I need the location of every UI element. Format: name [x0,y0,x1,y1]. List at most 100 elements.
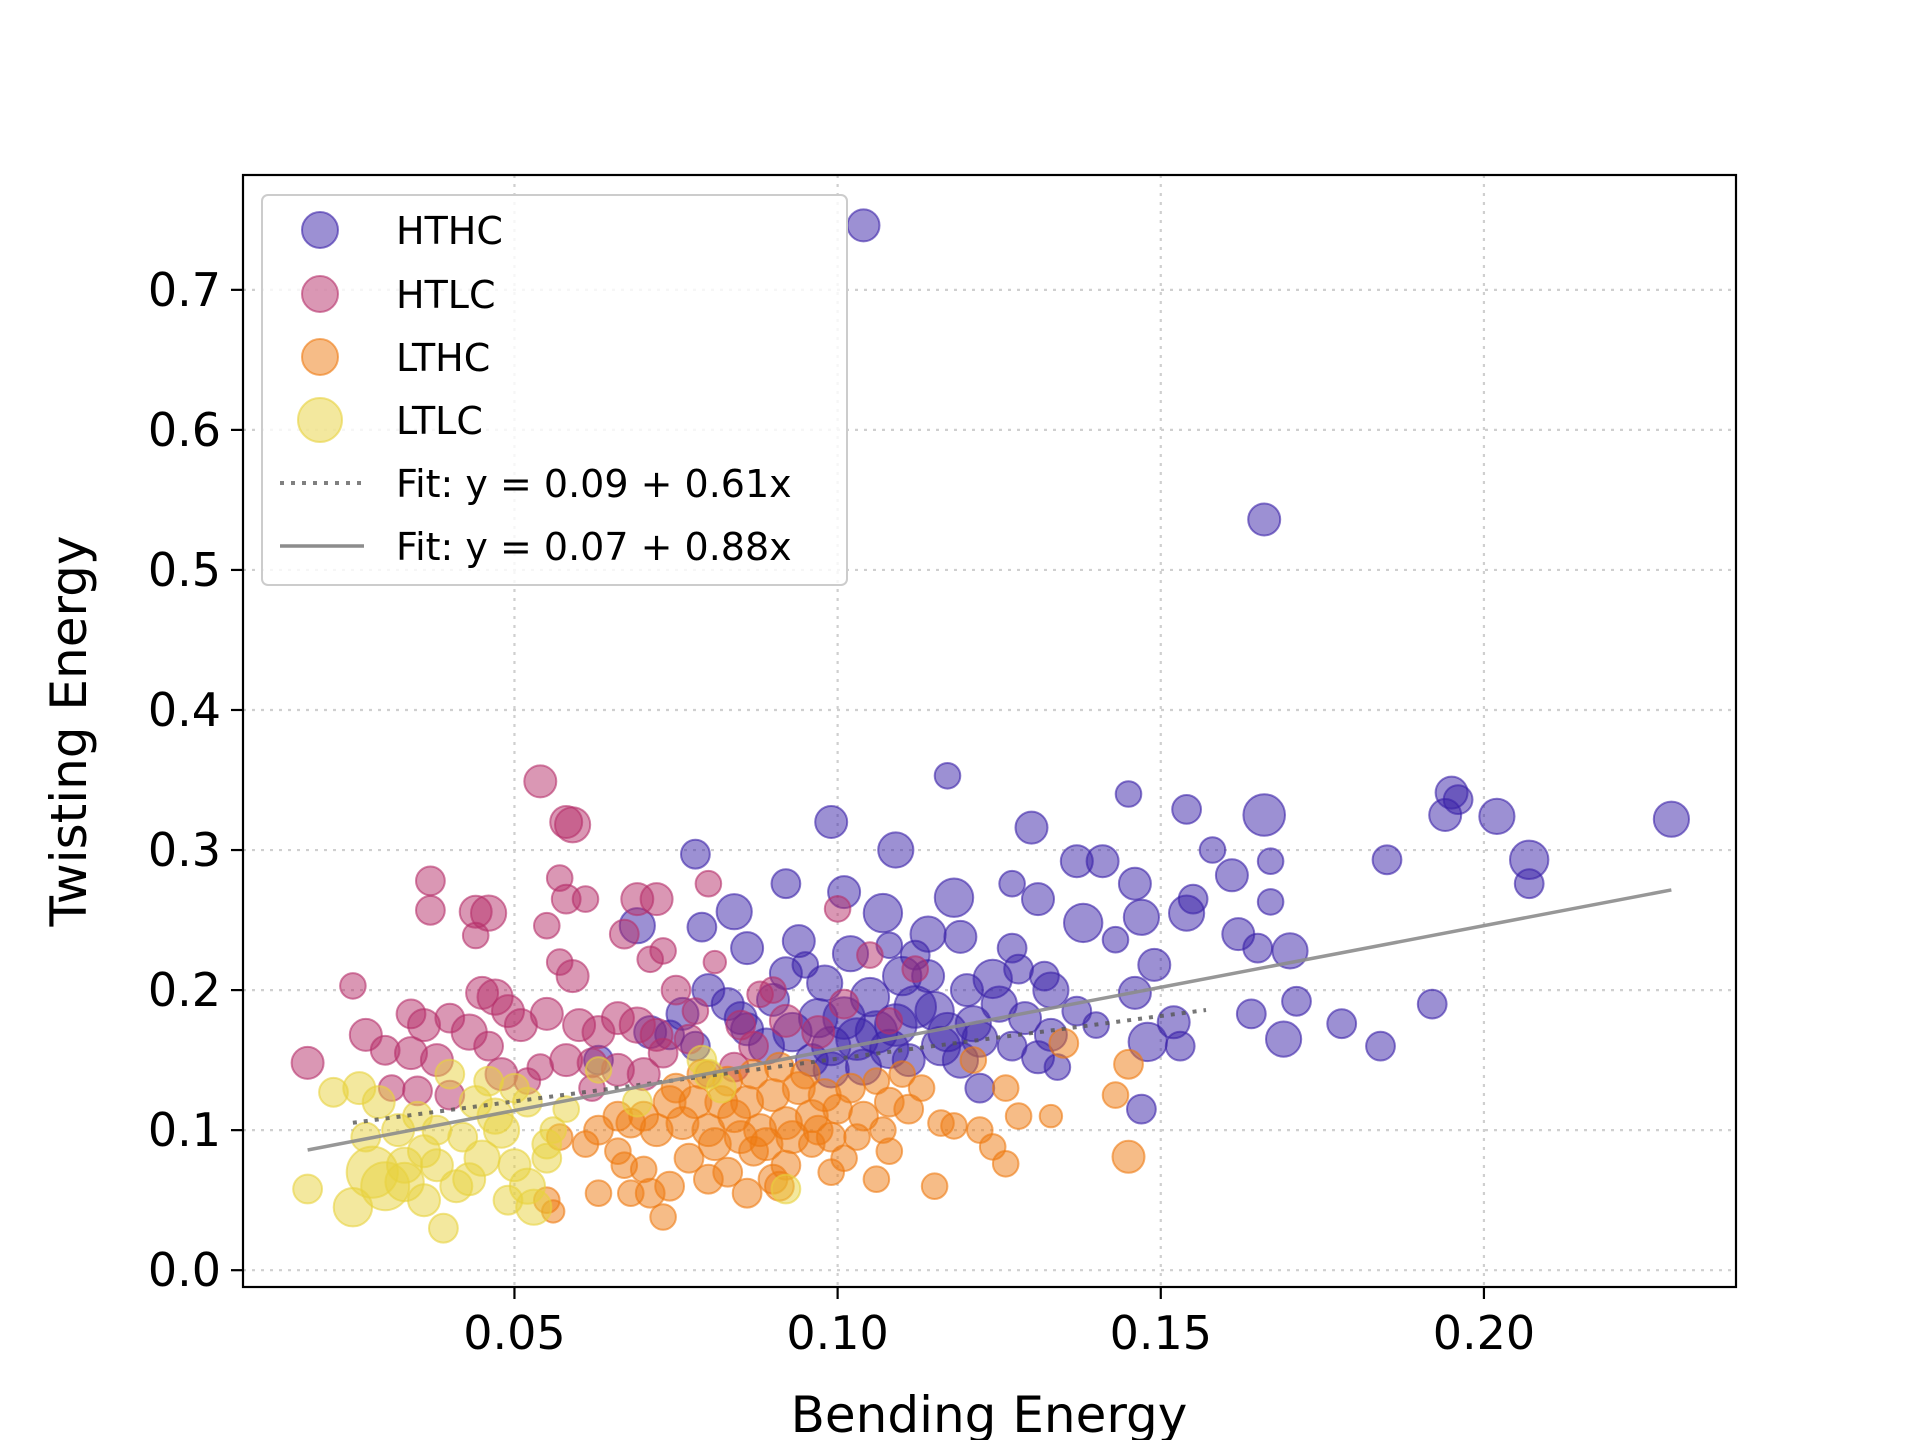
data-point-hthc [1168,894,1206,932]
x-tick-label: 0.20 [1433,1306,1535,1360]
data-point-ltlc [770,1173,802,1205]
data-point-htlc [639,882,674,917]
data-point-hthc [964,1072,996,1104]
x-tick-label: 0.05 [463,1306,565,1360]
data-point-hthc [933,877,975,918]
data-point-ltlc [584,1056,613,1084]
data-point-hthc [1265,1020,1303,1058]
data-point-htlc [555,959,590,994]
data-point-ltlc [531,1142,563,1174]
data-point-htlc [554,806,592,844]
data-point-htlc [694,869,723,898]
y-tick-label: 0.5 [148,543,221,597]
data-point-lthc [1048,1027,1080,1059]
data-point-lthc [920,1172,949,1200]
data-point-lthc [862,1067,891,1095]
data-point-lthc [888,1060,917,1088]
data-point-htlc [529,996,564,1031]
data-point-ltlc [428,1212,459,1244]
data-point-lthc [843,1123,871,1151]
data-point-lthc [862,1165,891,1193]
data-point-hthc [1281,985,1312,1017]
data-point-lthc [731,1177,763,1209]
data-point-hthc [1242,932,1274,964]
y-tick-label: 0.1 [148,1103,221,1157]
data-point-hthc [1416,988,1448,1020]
data-point-htlc [339,972,367,1000]
data-point-hthc [715,893,753,931]
data-point-ltlc [482,1111,521,1149]
data-point-hthc [1014,810,1049,845]
data-point-htlc [649,937,677,965]
legend: HTHC HTLC LTHC LTLC Fit: y = 0.09 + 0.61x Fit… [261,194,848,586]
data-point-lthc [991,1074,1020,1102]
x-axis-label: Bending Energy [791,1386,1188,1440]
data-point-hthc [1256,888,1285,916]
data-point-htlc [608,918,640,950]
data-point-ltlc [492,1184,524,1216]
legend-label-fit-2: Fit: y = 0.07 + 0.88x [396,525,792,569]
data-point-ltlc [292,1173,324,1205]
y-tick-label: 0.6 [148,403,221,457]
data-point-htlc [828,988,860,1020]
data-point-hthc [1371,844,1403,876]
data-point-ltlc [473,1065,505,1097]
data-point-hthc [814,805,849,839]
series-ltlc [292,1044,802,1244]
data-point-htlc [533,911,561,940]
data-point-hthc [1122,898,1161,936]
data-point-hthc [1478,797,1516,836]
fit-lines [307,888,1672,1152]
data-point-lthc [1101,1081,1130,1109]
data-point-lthc [869,1116,897,1144]
data-point-lthc [673,1142,705,1174]
legend-marker-ltlc [297,397,343,443]
data-point-hthc [1256,847,1285,876]
data-point-hthc [1021,882,1055,917]
data-point-htlc [856,941,884,969]
data-point-hthc [933,762,962,790]
legend-marker-lthc [301,338,339,376]
data-point-hthc [1242,793,1286,837]
y-tick-label: 0.0 [148,1243,221,1297]
data-point-htlc [725,1009,757,1041]
data-point-lthc [907,1074,936,1102]
x-tick-label: 0.10 [786,1306,888,1360]
fit-line-2 [307,888,1672,1152]
data-point-htlc [759,976,787,1004]
data-point-lthc [959,1046,988,1074]
data-point-lthc [802,1114,834,1146]
data-point-hthc [1198,836,1227,864]
data-point-htlc [415,894,446,926]
data-point-lthc [617,1179,645,1207]
data-point-hthc [1247,502,1282,537]
data-point-htlc [571,885,600,913]
data-point-hthc [1652,800,1691,838]
data-point-hthc [943,919,978,954]
data-point-hthc [949,973,984,1008]
y-tick-label: 0.2 [148,963,221,1017]
data-point-hthc [730,931,765,966]
data-point-ltlc [447,1121,479,1153]
legend-label-lthc: LTHC [396,336,490,380]
legend-label-fit-1: Fit: y = 0.09 + 0.61x [396,462,792,506]
data-point-hthc [1114,780,1143,808]
data-point-htlc [768,1003,803,1038]
data-point-hthc [1428,798,1463,832]
scatter-points [290,208,1691,1244]
data-point-ltlc [361,1085,396,1120]
data-point-hthc [791,951,820,979]
data-point-ltlc [407,1183,441,1218]
data-point-hthc [1235,998,1267,1030]
data-point-ltlc [621,1086,653,1118]
data-point-lthc [1038,1103,1064,1129]
data-point-lthc [817,1158,846,1186]
data-point-hthc [1171,794,1202,825]
data-point-hthc [680,838,711,870]
data-point-ltlc [539,1116,568,1144]
data-point-hthc [1063,902,1104,944]
series-htlc [290,764,930,1111]
data-point-htlc [801,1015,836,1050]
data-point-hthc [1117,866,1152,901]
